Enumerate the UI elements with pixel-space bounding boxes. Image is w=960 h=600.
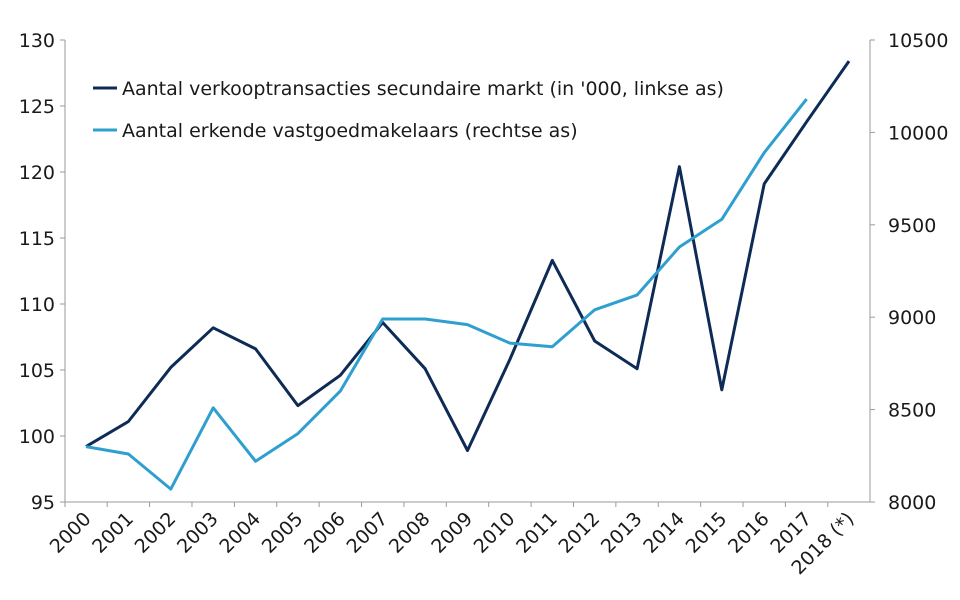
x-tick-label: 2005 <box>258 508 308 558</box>
left-tick-label: 120 <box>19 162 55 184</box>
x-axis-ticks: 2000200120022003200420052006200720082009… <box>46 502 859 579</box>
axes <box>64 40 871 503</box>
x-tick-label: 2001 <box>88 508 138 558</box>
x-tick-label: 2004 <box>215 508 265 558</box>
x-tick-label: 2012 <box>554 508 604 558</box>
x-tick-label: 2006 <box>300 508 350 558</box>
right-tick-label: 8000 <box>888 492 936 514</box>
x-tick-label: 2003 <box>173 508 223 558</box>
x-tick-label: 2013 <box>597 508 647 558</box>
x-tick-label: 2015 <box>682 508 732 558</box>
series-line-1 <box>85 60 851 452</box>
series-line-2 <box>85 98 808 491</box>
x-tick-label: 2011 <box>512 508 562 558</box>
x-tick-label: 2008 <box>385 508 435 558</box>
series-lines <box>85 60 851 491</box>
x-tick-label: 2000 <box>46 508 96 558</box>
left-tick-label: 105 <box>19 360 55 382</box>
right-tick-label: 9500 <box>888 215 936 237</box>
right-axis-ticks: 8000 8500 9000 9500 10000 10500 <box>870 30 948 514</box>
legend: Aantal verkooptransacties secundaire mar… <box>93 78 724 142</box>
x-tick-label: 2009 <box>427 508 477 558</box>
x-tick-label: 2007 <box>343 508 393 558</box>
x-tick-label: 2010 <box>470 508 520 558</box>
right-tick-label: 9000 <box>888 307 936 329</box>
right-tick-label: 10000 <box>888 122 948 144</box>
right-tick-label: 10500 <box>888 30 948 52</box>
legend-label-series-1: Aantal verkooptransacties secundaire mar… <box>122 78 724 100</box>
left-tick-label: 115 <box>19 228 55 250</box>
x-tick-label: 2016 <box>724 508 774 558</box>
left-tick-label: 110 <box>19 294 55 316</box>
legend-label-series-2: Aantal erkende vastgoedmakelaars (rechts… <box>122 120 578 142</box>
x-tick-label: 2014 <box>639 508 689 558</box>
left-tick-label: 130 <box>19 30 55 52</box>
left-axis-ticks: 95 100 105 110 115 120 125 130 <box>19 30 65 514</box>
left-tick-label: 125 <box>19 96 55 118</box>
left-tick-label: 100 <box>19 426 55 448</box>
left-tick-label: 95 <box>31 492 55 514</box>
right-tick-label: 8500 <box>888 400 936 422</box>
x-tick-label: 2002 <box>131 508 181 558</box>
